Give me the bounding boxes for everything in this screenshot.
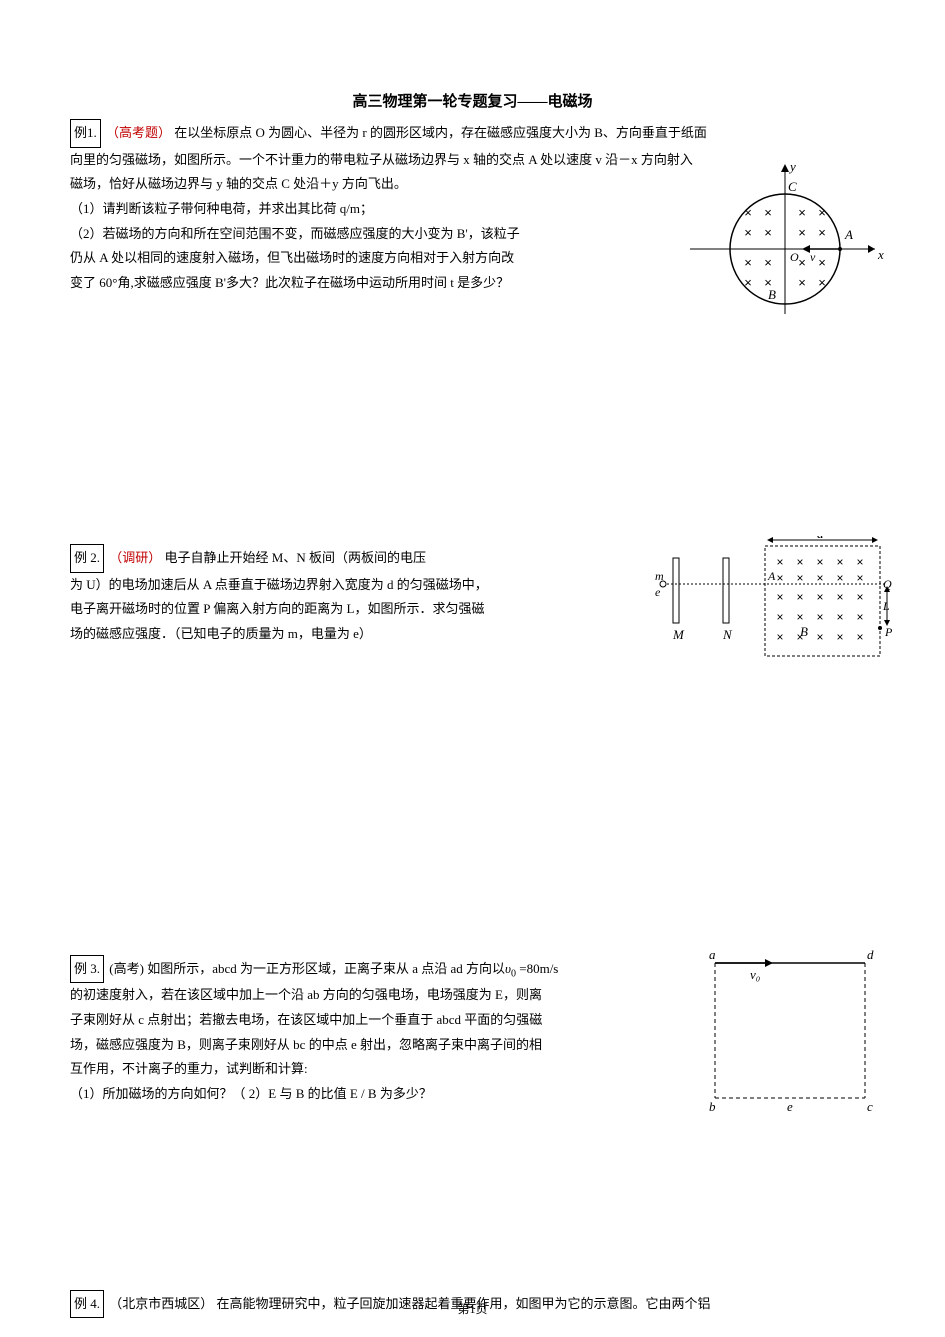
svg-text:d: d — [867, 947, 874, 962]
svg-text:×: × — [818, 255, 826, 270]
svg-text:×: × — [856, 630, 863, 644]
svg-text:L: L — [882, 599, 890, 613]
svg-text:×: × — [744, 205, 752, 220]
figure-3: v₀ a d b c e — [695, 943, 885, 1122]
svg-text:y: y — [788, 159, 796, 174]
problem-1: 例1. （高考题） 在以坐标原点 O 为圆心、半径为 r 的圆形区域内，存在磁感… — [70, 119, 875, 296]
svg-text:×: × — [744, 225, 752, 240]
svg-text:×: × — [776, 630, 783, 644]
page-footer: 第1页 — [0, 1300, 945, 1317]
svg-text:N: N — [722, 627, 733, 642]
svg-text:O: O — [790, 250, 799, 264]
figure-1-svg: x y × × × × × × × × × × × × × × × × — [690, 159, 885, 319]
svg-text:×: × — [776, 555, 783, 569]
example-3-label: 例 3. — [70, 955, 104, 984]
svg-text:×: × — [744, 255, 752, 270]
svg-text:×: × — [856, 590, 863, 604]
svg-text:×: × — [816, 571, 823, 585]
svg-text:×: × — [764, 205, 772, 220]
svg-text:×: × — [836, 610, 843, 624]
svg-text:×: × — [836, 555, 843, 569]
svg-text:b: b — [709, 1099, 716, 1113]
svg-text:e: e — [655, 585, 661, 599]
problem-3: 例 3. (高考) 如图所示，abcd 为一正方形区域，正离子束从 a 点沿 a… — [70, 955, 875, 1107]
svg-text:×: × — [856, 555, 863, 569]
svg-text:P: P — [884, 625, 893, 639]
problem-1-line1: 例1. （高考题） 在以坐标原点 O 为圆心、半径为 r 的圆形区域内，存在磁感… — [70, 119, 875, 148]
svg-text:×: × — [744, 275, 752, 290]
problem-2: 例 2. （调研） 电子自静止开始经 M、N 板间（两板间的电压 为 U）的电场… — [70, 544, 875, 647]
svg-text:×: × — [776, 590, 783, 604]
spacer-3 — [70, 1115, 875, 1290]
problem-2-text-1: 电子自静止开始经 M、N 板间（两板间的电压 — [165, 550, 426, 565]
svg-text:×: × — [836, 590, 843, 604]
svg-text:×: × — [856, 571, 863, 585]
page-title: 高三物理第一轮专题复习——电磁场 — [70, 90, 875, 111]
svg-text:x: x — [877, 247, 884, 262]
figure-3-svg: v₀ a d b c e — [695, 943, 885, 1113]
svg-text:×: × — [816, 610, 823, 624]
svg-text:A: A — [844, 227, 853, 242]
svg-text:×: × — [816, 555, 823, 569]
svg-text:C: C — [788, 179, 797, 194]
problem-3-tag: (高考) — [109, 961, 144, 976]
svg-text:×: × — [764, 255, 772, 270]
svg-text:×: × — [796, 571, 803, 585]
svg-text:×: × — [796, 555, 803, 569]
svg-text:×: × — [798, 225, 806, 240]
spacer-2 — [70, 655, 875, 955]
problem-1-tag: （高考题） — [106, 125, 171, 140]
svg-text:×: × — [836, 630, 843, 644]
svg-text:×: × — [818, 225, 826, 240]
svg-text:×: × — [796, 610, 803, 624]
figure-1: x y × × × × × × × × × × × × × × × × — [690, 159, 885, 328]
svg-text:×: × — [798, 205, 806, 220]
problem-3-text-1a: 如图所示，abcd 为一正方形区域，正离子束从 a 点沿 ad 方向以 — [147, 961, 505, 976]
svg-text:×: × — [776, 610, 783, 624]
example-2-label: 例 2. — [70, 544, 104, 573]
svg-text:×: × — [856, 610, 863, 624]
svg-text:×: × — [816, 630, 823, 644]
svg-text:×: × — [836, 571, 843, 585]
svg-text:c: c — [867, 1099, 873, 1113]
svg-text:d: d — [817, 536, 824, 541]
svg-text:v₀: v₀ — [750, 967, 760, 982]
svg-text:m: m — [655, 569, 664, 583]
svg-text:v: v — [810, 250, 816, 264]
svg-text:B: B — [768, 287, 776, 302]
svg-text:×: × — [798, 275, 806, 290]
figure-2: M N m e d ××××× ××××× ××××× ××××× ××××× — [655, 536, 895, 675]
figure-2-svg: M N m e d ××××× ××××× ××××× ××××× ××××× — [655, 536, 895, 666]
spacer-1 — [70, 304, 875, 544]
problem-2-tag: （调研） — [109, 550, 161, 565]
svg-text:×: × — [816, 590, 823, 604]
problem-3-text-1b: =80m/s — [519, 961, 558, 976]
example-1-label: 例1. — [70, 119, 101, 148]
svg-text:×: × — [818, 205, 826, 220]
svg-text:×: × — [818, 275, 826, 290]
svg-text:a: a — [709, 947, 716, 962]
svg-text:M: M — [672, 627, 685, 642]
svg-text:e: e — [787, 1099, 793, 1113]
problem-1-text-1: 在以坐标原点 O 为圆心、半径为 r 的圆形区域内，存在磁感应强度大小为 B、方… — [174, 125, 707, 140]
svg-text:B: B — [800, 624, 808, 639]
svg-text:×: × — [798, 255, 806, 270]
svg-text:A: A — [767, 569, 776, 583]
svg-text:×: × — [776, 571, 783, 585]
svg-text:×: × — [796, 590, 803, 604]
svg-text:×: × — [764, 225, 772, 240]
